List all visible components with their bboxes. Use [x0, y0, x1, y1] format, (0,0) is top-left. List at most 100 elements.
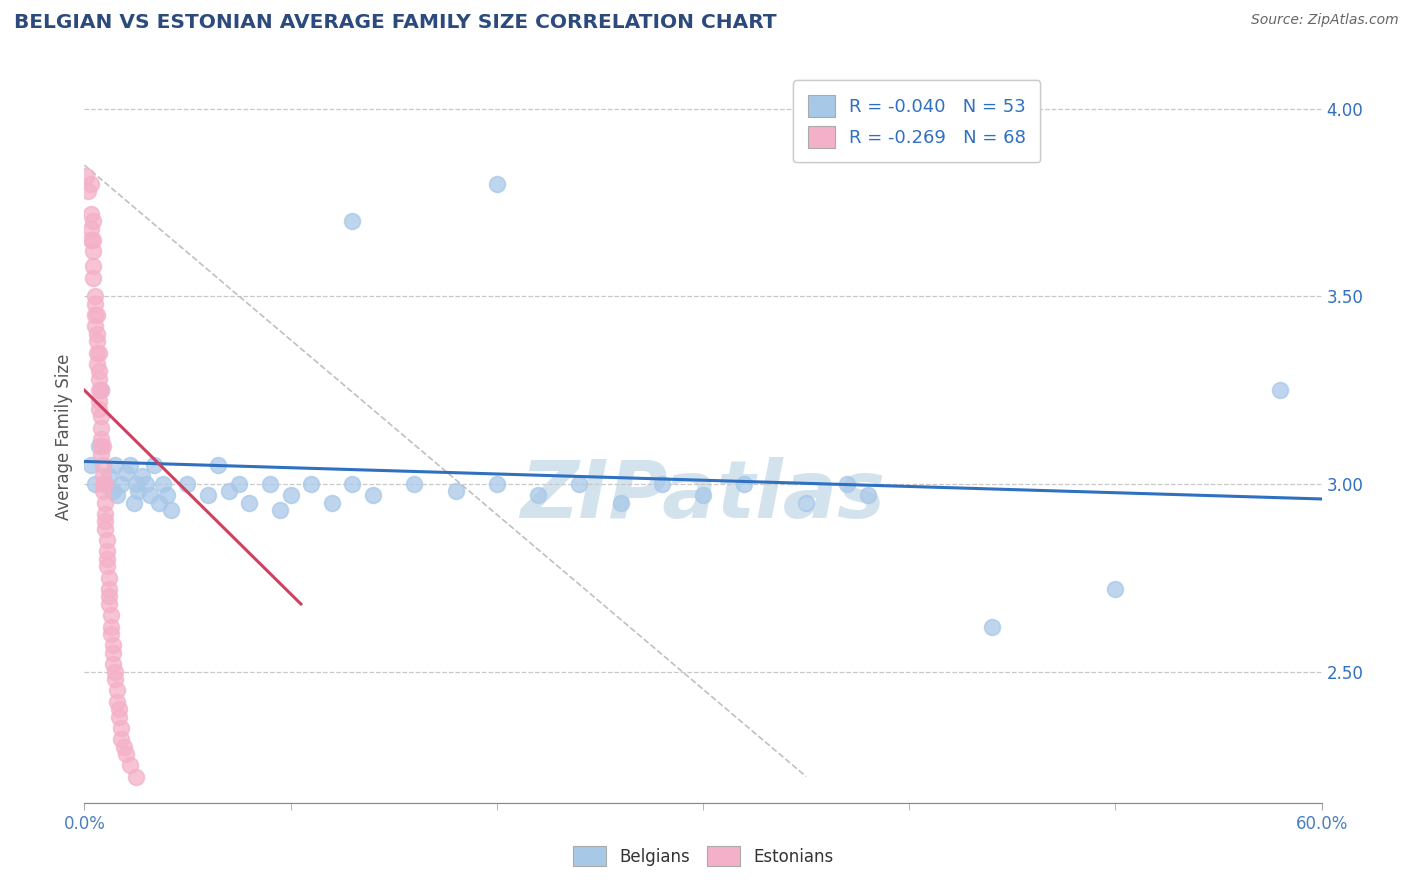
Point [103, 484, 125, 499]
Point [94, 477, 117, 491]
Point [110, 477, 132, 491]
Point [86, 326, 108, 341]
Point [269, 503, 291, 517]
Text: Source: ZipAtlas.com: Source: ZipAtlas.com [1251, 13, 1399, 28]
Point [299, 477, 322, 491]
Point [90, 440, 112, 454]
Point [103, 638, 125, 652]
Point [110, 721, 132, 735]
Point [79, 233, 101, 247]
Point [94, 477, 117, 491]
Point [91, 458, 114, 473]
Point [94, 515, 117, 529]
Point [98, 597, 121, 611]
Point [127, 484, 149, 499]
Point [485, 177, 508, 191]
Point [87, 372, 110, 386]
Point [96, 544, 118, 558]
Point [207, 458, 229, 473]
Point [90, 409, 112, 424]
Point [86, 334, 108, 349]
Point [321, 496, 343, 510]
Point [82, 270, 104, 285]
Point [112, 739, 135, 754]
Point [444, 484, 467, 499]
Point [197, 488, 219, 502]
Point [176, 477, 198, 491]
Point [105, 488, 128, 502]
Point [86, 357, 108, 371]
Point [139, 488, 162, 502]
Point [87, 401, 110, 416]
Point [733, 477, 755, 491]
Point [82, 244, 104, 259]
Point [82, 233, 104, 247]
Point [105, 694, 128, 708]
Point [122, 496, 145, 510]
Point [143, 458, 166, 473]
Point [90, 383, 112, 397]
Point [342, 477, 364, 491]
Point [83, 297, 105, 311]
Point [91, 484, 114, 499]
Point [118, 458, 141, 473]
Point [87, 383, 110, 397]
Point [86, 308, 108, 322]
Point [86, 345, 108, 359]
Point [83, 289, 105, 303]
Point [83, 319, 105, 334]
Point [94, 507, 117, 521]
Text: BELGIAN VS ESTONIAN AVERAGE FAMILY SIZE CORRELATION CHART: BELGIAN VS ESTONIAN AVERAGE FAMILY SIZE … [14, 13, 776, 32]
Point [103, 657, 125, 671]
Legend: Belgians, Estonians: Belgians, Estonians [564, 838, 842, 875]
Point [96, 559, 118, 574]
Point [794, 496, 817, 510]
Point [485, 477, 508, 491]
Point [980, 619, 1002, 633]
Point [100, 627, 122, 641]
Point [82, 260, 104, 274]
Point [87, 364, 110, 378]
Point [568, 477, 591, 491]
Point [108, 709, 131, 723]
Point [79, 177, 101, 191]
Point [135, 477, 157, 491]
Point [91, 440, 114, 454]
Point [108, 702, 131, 716]
Point [96, 552, 118, 566]
Y-axis label: Average Family Size: Average Family Size [55, 354, 73, 520]
Point [98, 469, 121, 483]
Point [90, 383, 112, 397]
Point [837, 477, 859, 491]
Point [218, 484, 240, 499]
Point [79, 207, 101, 221]
Point [259, 477, 281, 491]
Point [90, 432, 112, 446]
Point [280, 488, 302, 502]
Point [1104, 582, 1126, 596]
Point [404, 477, 426, 491]
Point [692, 488, 714, 502]
Point [651, 477, 673, 491]
Point [105, 683, 128, 698]
Point [94, 496, 117, 510]
Point [103, 646, 125, 660]
Point [91, 469, 114, 483]
Point [148, 496, 170, 510]
Point [98, 582, 121, 596]
Point [87, 440, 110, 454]
Point [83, 477, 105, 491]
Point [131, 469, 153, 483]
Point [118, 758, 141, 772]
Point [125, 770, 148, 784]
Point [100, 608, 122, 623]
Point [91, 477, 114, 491]
Point [77, 185, 100, 199]
Point [110, 732, 132, 747]
Point [79, 458, 101, 473]
Point [98, 571, 121, 585]
Point [228, 477, 250, 491]
Point [342, 214, 364, 228]
Point [160, 503, 183, 517]
Point [87, 394, 110, 409]
